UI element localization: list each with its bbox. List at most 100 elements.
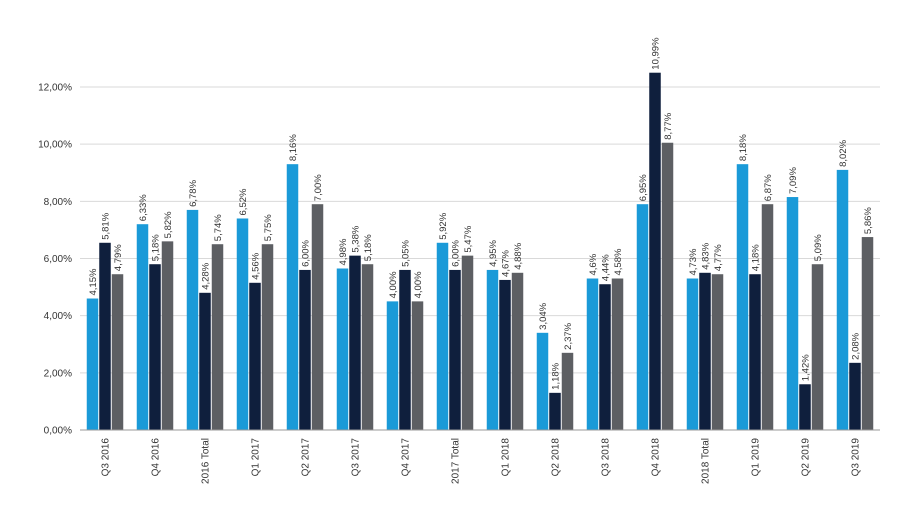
bar xyxy=(799,384,811,430)
data-label: 6,78% xyxy=(188,179,199,206)
bar xyxy=(711,274,724,430)
data-label: 5,47% xyxy=(463,225,474,252)
x-tick-label: Q3 2017 xyxy=(351,438,362,477)
bar xyxy=(136,224,149,430)
data-label: 4,15% xyxy=(88,268,99,295)
data-label: 5,18% xyxy=(151,234,162,261)
bar xyxy=(599,284,611,430)
y-tick-label: 10,00% xyxy=(38,140,72,151)
bar xyxy=(286,164,299,431)
bar xyxy=(586,278,599,430)
x-tick-label: Q2 2019 xyxy=(801,438,812,477)
data-label: 4,73% xyxy=(688,248,699,275)
data-label: 4,98% xyxy=(338,238,349,265)
data-label: 4,88% xyxy=(513,242,524,269)
bar xyxy=(699,272,711,430)
data-label: 5,09% xyxy=(813,234,824,261)
bar xyxy=(861,237,874,430)
data-label: 4,77% xyxy=(713,244,724,271)
x-tick-label: Q1 2019 xyxy=(751,438,762,477)
data-label: 4,95% xyxy=(488,239,499,266)
data-label: 8,77% xyxy=(663,112,674,139)
x-tick-label: 2018 Total xyxy=(701,438,712,484)
data-label: 6,95% xyxy=(638,174,649,201)
data-label: 4,6% xyxy=(588,253,599,275)
bar xyxy=(236,218,249,430)
data-label: 1,42% xyxy=(801,354,812,381)
bar xyxy=(549,392,561,430)
data-label: 5,86% xyxy=(863,207,874,234)
data-label: 5,05% xyxy=(401,239,412,266)
data-label: 6,00% xyxy=(301,239,312,266)
data-label: 8,02% xyxy=(838,139,849,166)
bar xyxy=(661,142,674,431)
data-label: 4,83% xyxy=(701,242,712,269)
x-tick-label: Q2 2018 xyxy=(551,438,562,477)
data-label: 1,18% xyxy=(551,362,562,389)
bar xyxy=(811,264,824,430)
data-label: 7,09% xyxy=(788,167,799,194)
x-tick-label: Q3 2019 xyxy=(851,438,862,477)
x-tick-label: Q1 2018 xyxy=(501,438,512,477)
data-label: 2,37% xyxy=(563,322,574,349)
y-tick-label: 12,00% xyxy=(38,83,72,94)
data-label: 5,75% xyxy=(263,214,274,241)
bar xyxy=(199,292,211,430)
data-label: 5,92% xyxy=(438,212,449,239)
bar xyxy=(536,332,549,430)
data-label: 4,00% xyxy=(388,271,399,298)
bar xyxy=(836,169,849,430)
data-label: 4,44% xyxy=(601,254,612,281)
bar xyxy=(611,278,624,430)
data-label: 5,74% xyxy=(213,214,224,241)
y-tick-label: 8,00% xyxy=(44,197,72,208)
bar xyxy=(336,268,349,430)
data-label: 4,56% xyxy=(251,252,262,279)
bar xyxy=(399,269,411,430)
data-label: 6,33% xyxy=(138,194,149,221)
bar xyxy=(111,274,124,430)
bar xyxy=(486,269,499,430)
bar xyxy=(299,269,311,430)
data-label: 5,82% xyxy=(163,211,174,238)
y-tick-label: 2,00% xyxy=(44,368,72,379)
bar xyxy=(636,204,649,430)
bar xyxy=(511,272,524,430)
bar xyxy=(449,269,461,430)
data-label: 8,16% xyxy=(288,134,299,161)
bar xyxy=(761,204,774,430)
y-tick-label: 4,00% xyxy=(44,311,72,322)
data-label: 4,58% xyxy=(613,248,624,275)
x-tick-label: Q3 2016 xyxy=(101,438,112,477)
x-tick-label: 2017 Total xyxy=(451,438,462,484)
bar xyxy=(211,244,224,430)
bar xyxy=(261,244,274,430)
x-tick-label: Q1 2017 xyxy=(251,438,262,477)
bar xyxy=(86,298,99,430)
data-label: 4,79% xyxy=(113,244,124,271)
y-tick-label: 0,00% xyxy=(44,426,72,437)
bar-series xyxy=(86,72,874,431)
data-labels: 4,15%5,81%4,79%6,33%5,18%5,82%6,78%4,28%… xyxy=(88,37,874,390)
bar xyxy=(461,255,474,430)
data-label: 5,81% xyxy=(101,212,112,239)
data-label: 5,18% xyxy=(363,234,374,261)
bar xyxy=(349,255,361,430)
y-axis-ticks: 0,00% 2,00% 4,00% 6,00% 8,00% 10,00% 12,00% xyxy=(38,83,72,437)
bar xyxy=(311,204,324,430)
bar xyxy=(561,352,574,430)
bar xyxy=(361,264,374,430)
bar xyxy=(849,362,861,430)
data-label: 4,18% xyxy=(751,244,762,271)
x-tick-label: Q3 2018 xyxy=(601,438,612,477)
data-label: 8,18% xyxy=(738,134,749,161)
bar xyxy=(186,209,199,430)
bar xyxy=(736,164,749,431)
data-label: 7,00% xyxy=(313,174,324,201)
bar xyxy=(249,282,261,430)
y-tick-label: 6,00% xyxy=(44,254,72,265)
data-label: 3,04% xyxy=(538,302,549,329)
bar xyxy=(149,264,161,430)
